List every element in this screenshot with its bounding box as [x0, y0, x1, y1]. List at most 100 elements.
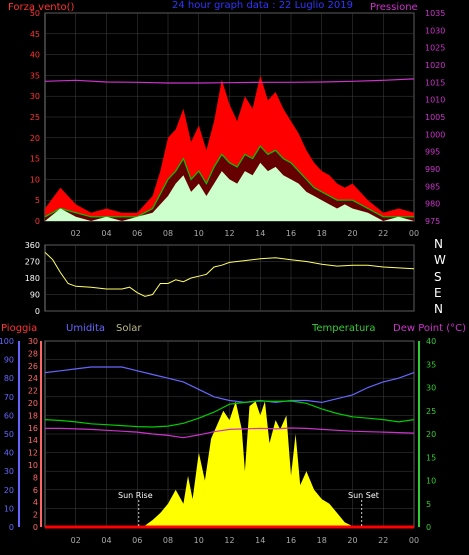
- wind-axis-title: Forza vento(): [8, 2, 75, 13]
- panel1-y-tick-label: 45: [30, 30, 40, 39]
- panel3-rain-tick-label: 24: [28, 374, 38, 383]
- panel1-y-tick-label: 20: [30, 134, 40, 143]
- panel3-rain-tick-label: 14: [28, 436, 38, 445]
- panel3-humidity-tick-label: 40: [4, 449, 14, 458]
- panel3-x-tick-label: 02: [71, 536, 81, 545]
- humidity-line: [44, 366, 415, 404]
- panel1-x-tick-label: 06: [132, 229, 142, 238]
- panel3-rain-tick-label: 0: [33, 523, 38, 532]
- panel1-x-tick-label: 12: [224, 229, 234, 238]
- panel3-temp-tick-label: 10: [426, 477, 436, 486]
- compass-label-e: E: [434, 286, 442, 300]
- panel1-y-tick-label: 0: [35, 217, 40, 226]
- panel1-y2-tick-label: 975: [425, 217, 440, 226]
- panel1-y-tick-label: 30: [30, 92, 40, 101]
- sunset-label: Sun Set: [348, 491, 379, 500]
- panel3-x-tick-label: 10: [194, 536, 204, 545]
- wind-speed-area: [45, 162, 414, 221]
- sunrise-label: Sun Rise: [118, 491, 153, 500]
- panel1-y2-tick-label: 1035: [425, 9, 445, 18]
- panel3-temp-tick-label: 5: [426, 500, 431, 509]
- panel3-rain-tick-label: 28: [28, 349, 38, 358]
- panel3-x-tick-label: 18: [317, 536, 327, 545]
- panel3-rain-tick-label: 12: [28, 449, 38, 458]
- panel1-y2-tick-label: 990: [425, 165, 440, 174]
- panel1-y2-tick-label: 1025: [425, 44, 445, 53]
- panel1-y2-tick-label: 1015: [425, 78, 445, 87]
- panel1-y2-tick-label: 995: [425, 148, 440, 157]
- panel3-humidity-tick-label: 10: [4, 504, 14, 513]
- panel1-y-tick-label: 50: [30, 9, 40, 18]
- panel3-rain-tick-label: 30: [28, 337, 38, 346]
- panel3-x-tick-label: 16: [286, 536, 296, 545]
- panel3-humidity-tick-label: 70: [4, 393, 14, 402]
- compass-label-n-bottom: N: [434, 302, 443, 316]
- panel3-humidity-tick-label: 100: [0, 337, 14, 346]
- panel3-temp-tick-label: 35: [426, 360, 436, 369]
- panel3-x-tick-label: 00: [409, 536, 419, 545]
- panel3-humidity-tick-label: 20: [4, 486, 14, 495]
- panel1-y-tick-label: 15: [30, 155, 40, 164]
- panel1-x-tick-label: 22: [378, 229, 388, 238]
- panel2-y-tick-label: 90: [30, 291, 40, 300]
- panel3-temp-tick-label: 0: [426, 523, 431, 532]
- panel1-y-tick-label: 5: [35, 196, 40, 205]
- panel3-humidity-tick-label: 50: [4, 430, 14, 439]
- dewpoint-axis-title: Dew Point (°C): [393, 323, 466, 334]
- panel3-rain-tick-label: 2: [33, 511, 38, 520]
- panel1-x-tick-label: 14: [255, 229, 265, 238]
- panel1-x-tick-label: 16: [286, 229, 296, 238]
- solar-axis-title: Solar: [116, 323, 142, 334]
- temperature-axis-title: Temperatura: [311, 323, 376, 334]
- panel3-humidity-tick-label: 90: [4, 356, 14, 365]
- panel3-humidity-tick-label: 80: [4, 374, 14, 383]
- wind-direction-line: [44, 251, 415, 297]
- wind-direction-panel: 0 90 180 270 360: [25, 241, 415, 316]
- panel3-rain-tick-label: 16: [28, 424, 38, 433]
- panel3-x-tick-label: 20: [347, 536, 357, 545]
- panel3-rain-tick-label: 18: [28, 411, 38, 420]
- pressure-axis-title: Pressione: [370, 2, 418, 13]
- temperature-line: [44, 400, 415, 428]
- panel1-y2-tick-label: 1030: [425, 26, 445, 35]
- panel1-y2-tick-label: 1020: [425, 61, 445, 70]
- panel3-x-tick-label: 12: [224, 536, 234, 545]
- humidity-axis-title: Umidita: [66, 323, 105, 334]
- panel3-humidity-tick-label: 60: [4, 411, 14, 420]
- compass-label-w: W: [434, 253, 446, 267]
- panel1-y2-tick-label: 1005: [425, 113, 445, 122]
- panel3-rain-tick-label: 20: [28, 399, 38, 408]
- panel3-rain-tick-label: 10: [28, 461, 38, 470]
- panel3-rain-tick-label: 4: [33, 498, 38, 507]
- panel1-x-tick-label: 02: [71, 229, 81, 238]
- humidity-temperature-panel: 0102030405060708090100024681012141618202…: [0, 337, 436, 545]
- panel1-y-tick-label: 40: [30, 51, 40, 60]
- wind-gust-area: [45, 75, 414, 222]
- panel3-rain-tick-label: 6: [33, 486, 38, 495]
- compass-label-s: S: [434, 270, 442, 284]
- panel3-x-tick-label: 14: [255, 536, 265, 545]
- panel3-x-tick-label: 08: [163, 536, 173, 545]
- panel3-humidity-tick-label: 0: [9, 523, 14, 532]
- panel1-x-tick-label: 10: [194, 229, 204, 238]
- panel3-rain-tick-label: 8: [33, 473, 38, 482]
- panel1-y-tick-label: 25: [30, 113, 40, 122]
- panel3-humidity-tick-label: 30: [4, 467, 14, 476]
- rain-axis-title: Pioggia: [1, 323, 37, 334]
- panel3-temp-tick-label: 30: [426, 384, 436, 393]
- panel3-x-tick-label: 22: [378, 536, 388, 545]
- solar-area: [137, 401, 361, 527]
- panel1-y-tick-label: 35: [30, 71, 40, 80]
- compass-label-n-top: N: [434, 237, 443, 251]
- panel2-y-tick-label: 270: [25, 258, 40, 267]
- pressure-line: [44, 78, 415, 84]
- panel1-x-tick-label: 00: [409, 229, 419, 238]
- panel3-temp-tick-label: 15: [426, 453, 436, 462]
- panel1-x-tick-label: 04: [101, 229, 111, 238]
- panel3-rain-tick-label: 26: [28, 362, 38, 371]
- dewpoint-line: [45, 427, 415, 439]
- wind-pressure-panel: 0510152025303540455097598098599099510001…: [30, 9, 446, 238]
- panel3-temp-tick-label: 25: [426, 407, 436, 416]
- panel1-y2-tick-label: 980: [425, 200, 440, 209]
